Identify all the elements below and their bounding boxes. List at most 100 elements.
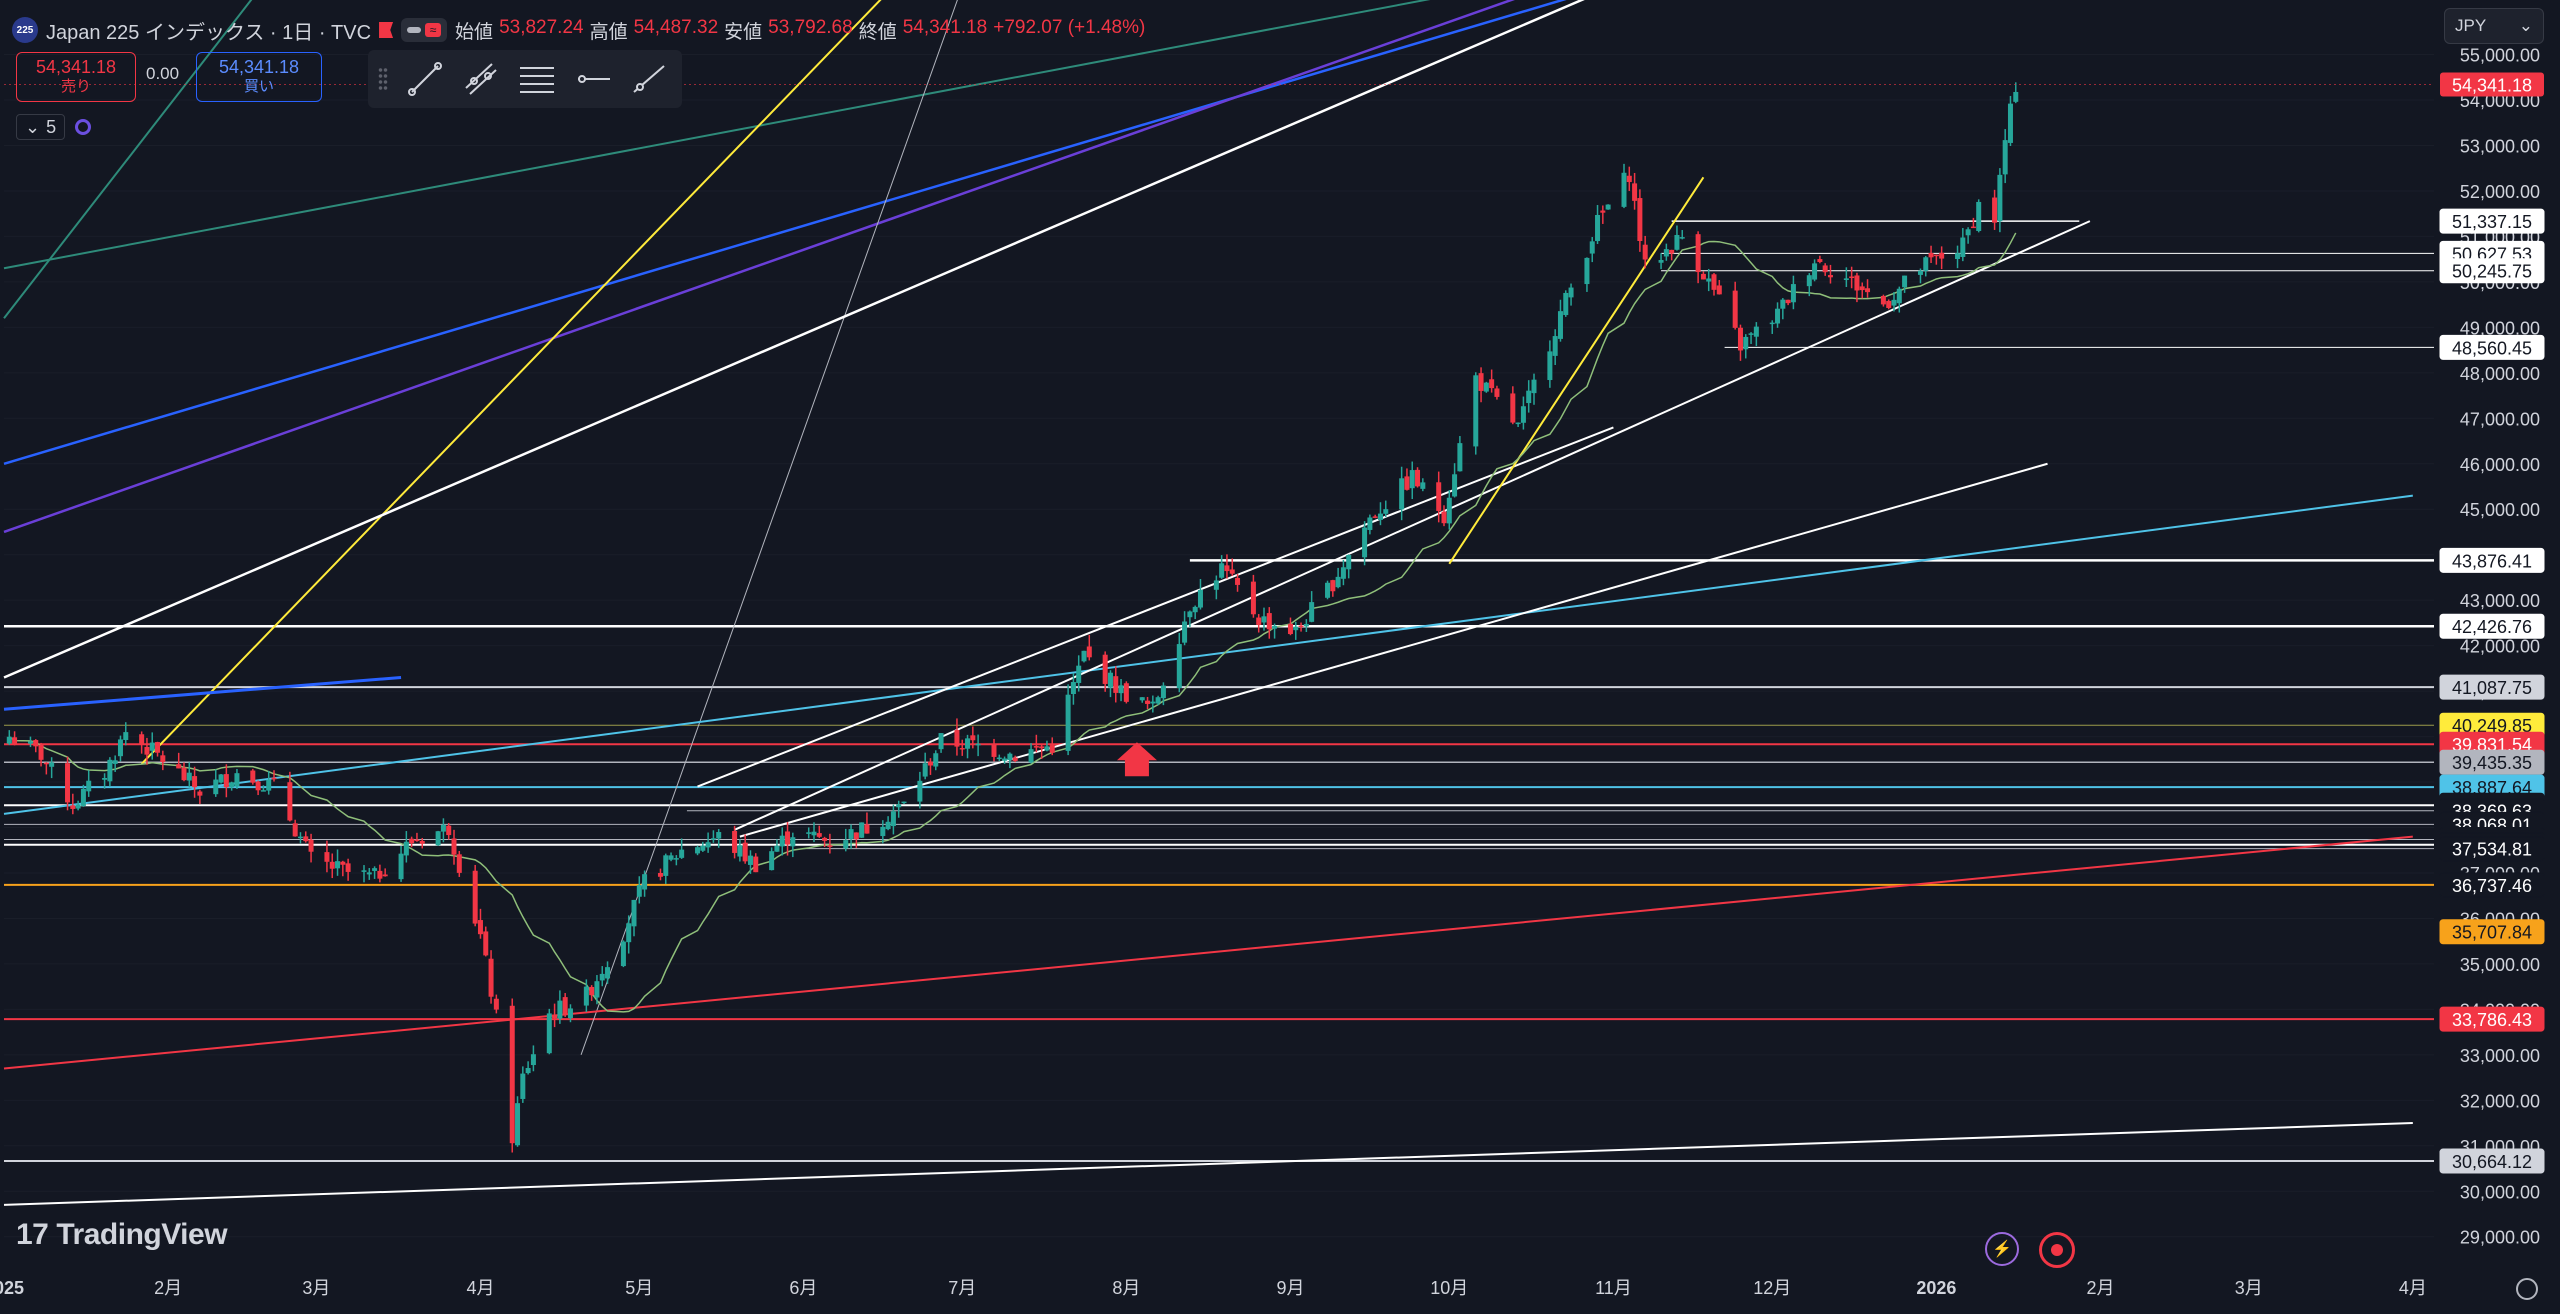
x-axis[interactable]: 2025 2月 3月 4月 5月 6月 7月 8月 9月 10月 11月 12月 2026 2月 3月 4月 xyxy=(0,1278,2427,1298)
trend-line xyxy=(3,0,1431,270)
high-label: 高値 xyxy=(589,21,628,43)
candle-body xyxy=(1700,273,1706,280)
trend-line-tool-icon[interactable] xyxy=(406,60,444,98)
candle-body xyxy=(716,832,722,839)
price-label: 30,664.12 xyxy=(2452,1152,2532,1172)
candle-body xyxy=(933,753,939,767)
x-tick-label: 2026 xyxy=(1916,1278,1956,1298)
candle-body xyxy=(822,837,828,841)
signal-arrow xyxy=(1116,742,1157,777)
candle-body xyxy=(451,838,457,855)
candle-body xyxy=(1176,644,1182,689)
candle-body xyxy=(1266,613,1272,630)
candle-body xyxy=(1383,509,1389,514)
sell-button[interactable]: 54,341.18 売り xyxy=(16,52,136,102)
y-tick-label: 49,000.00 xyxy=(2460,318,2540,338)
flag-icon[interactable] xyxy=(379,22,394,38)
candle-body xyxy=(1415,469,1421,487)
candle-body xyxy=(864,824,870,834)
candle-body xyxy=(965,738,971,749)
symbol-badge[interactable]: 225 xyxy=(12,17,38,43)
candle-body xyxy=(1859,286,1865,291)
candle-body xyxy=(520,1073,526,1099)
candle-body xyxy=(1256,617,1262,625)
candle-body xyxy=(1303,623,1309,627)
candle-body xyxy=(483,931,489,956)
candle-body xyxy=(1769,322,1775,325)
candle-body xyxy=(779,835,785,847)
candle-body xyxy=(742,842,748,862)
candle-body xyxy=(1489,379,1495,389)
candle-body xyxy=(1325,582,1331,598)
candle-body xyxy=(1362,527,1368,558)
candle-body xyxy=(197,791,203,796)
open-label: 始値 xyxy=(455,21,494,43)
candle-body xyxy=(816,833,822,837)
candle-body xyxy=(80,788,86,806)
indicator-status-icon[interactable] xyxy=(75,119,92,135)
price-label-bg xyxy=(2439,334,2545,360)
candle-body xyxy=(1287,623,1293,635)
price-label: 40,249.85 xyxy=(2452,716,2532,736)
x-tick-label: 8月 xyxy=(1112,1278,1140,1298)
candle-body xyxy=(1452,474,1458,497)
price-label: 36,737.46 xyxy=(2452,876,2532,896)
price-label: 37,534.81 xyxy=(2452,840,2532,860)
candle-body xyxy=(324,852,330,862)
candle-body xyxy=(695,847,701,854)
candle-body xyxy=(1997,174,2003,222)
change-value: +792.07 (+1.48%) xyxy=(993,16,1146,38)
candle-body xyxy=(345,863,351,872)
sell-label: 売り xyxy=(60,78,91,95)
ohlc-readout: 始値 53,827.24 高値 54,487.32 安値 53,792.68 終値 54… xyxy=(455,17,1145,44)
candle-body xyxy=(1674,234,1680,250)
x-tick-label: 4月 xyxy=(466,1278,494,1298)
candle-body xyxy=(1309,602,1315,622)
candle-body xyxy=(1891,299,1897,306)
candle-body xyxy=(27,741,33,744)
settings-icon[interactable] xyxy=(2516,1278,2538,1300)
x-tick-label: 4月 xyxy=(2399,1278,2427,1298)
ray-tool-icon[interactable] xyxy=(630,60,668,98)
candle-body xyxy=(1933,254,1939,257)
indicators-toggle[interactable]: ⌄ 5 xyxy=(16,114,66,140)
y-tick-label: 42,000.00 xyxy=(2460,637,2540,657)
candle-body xyxy=(472,870,478,924)
record-icon[interactable] xyxy=(2039,1232,2075,1268)
candle-body xyxy=(1250,581,1256,615)
candle-body xyxy=(1446,497,1452,524)
buy-button[interactable]: 54,341.18 買い xyxy=(196,52,322,102)
drag-handle-icon[interactable] xyxy=(378,67,388,91)
candle-body xyxy=(769,851,775,871)
candle-body xyxy=(1663,249,1669,257)
visibility-toggle[interactable]: ≈ xyxy=(401,18,448,42)
candle-body xyxy=(1965,229,1971,236)
candle-body xyxy=(848,829,854,839)
currency-select[interactable]: JPY ⌄ xyxy=(2444,8,2544,44)
candle-body xyxy=(525,1067,531,1074)
chart-title[interactable]: Japan 225 インデックス · 1日 · TVC xyxy=(46,21,372,44)
candle-body xyxy=(1483,382,1489,392)
candle-body xyxy=(620,941,626,967)
candle-body xyxy=(38,744,44,760)
candle-body xyxy=(1785,299,1791,304)
tradingview-logo[interactable]: 17 TradingView xyxy=(16,1218,228,1252)
candle-body xyxy=(546,1013,552,1054)
trend-line xyxy=(3,494,2413,815)
eye-icon xyxy=(407,27,422,33)
price-label-bg xyxy=(2439,258,2545,284)
candle-body xyxy=(1399,478,1405,510)
candle-body xyxy=(2007,103,2013,143)
candle-body xyxy=(377,870,383,879)
parallel-channel-tool-icon[interactable] xyxy=(462,60,500,98)
x-tick-label: 2月 xyxy=(2086,1278,2114,1298)
sell-price: 54,341.18 xyxy=(35,57,117,77)
candle-body xyxy=(917,780,923,802)
candle-body xyxy=(1007,753,1013,760)
candle-body xyxy=(843,840,849,849)
trend-line xyxy=(1448,176,1705,565)
lightning-icon[interactable]: ⚡ xyxy=(1985,1232,2019,1266)
horizontal-ray-tool-icon[interactable] xyxy=(574,60,612,98)
fib-retracement-tool-icon[interactable] xyxy=(518,60,556,98)
